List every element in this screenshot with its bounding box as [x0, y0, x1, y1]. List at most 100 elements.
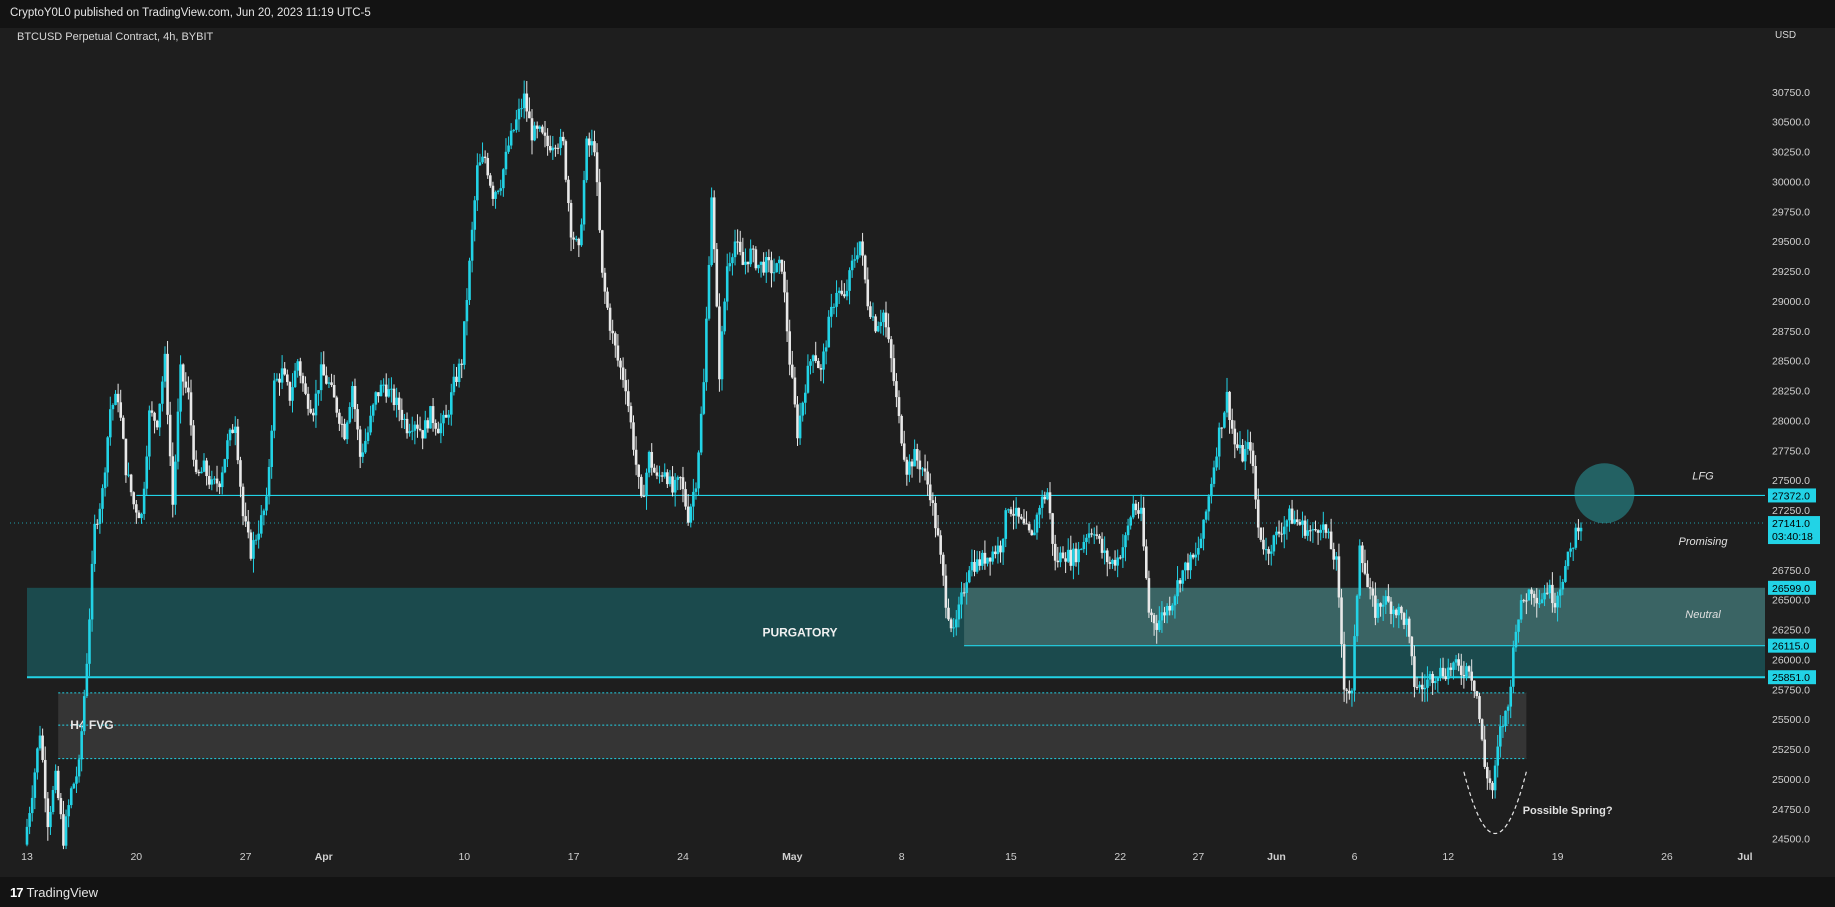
candle	[179, 355, 182, 424]
candle	[764, 251, 768, 283]
candle	[642, 484, 646, 498]
candle-body	[210, 479, 214, 485]
candle	[593, 130, 596, 157]
candle	[819, 364, 823, 382]
candle	[1121, 534, 1125, 568]
candle-body	[322, 364, 326, 376]
candle	[962, 583, 966, 597]
candle-body	[718, 306, 721, 380]
candle-body	[507, 145, 510, 152]
candle-body	[759, 261, 763, 265]
candle-body	[783, 271, 786, 293]
candle-body	[1389, 601, 1393, 614]
candle	[811, 354, 815, 373]
candle-body	[692, 491, 695, 507]
candle	[463, 321, 466, 370]
candle	[158, 403, 162, 436]
candle-body	[153, 412, 156, 421]
candle-body	[515, 119, 518, 130]
candle	[574, 235, 578, 242]
candle-body	[374, 392, 378, 405]
candle-body	[390, 388, 393, 390]
candle	[197, 469, 201, 477]
candle-body	[1295, 519, 1299, 523]
candle	[49, 805, 52, 835]
price-chart[interactable]: PURGATORY H4 FVG 30750.0 30500.0 30250.0 300…	[0, 28, 1835, 877]
candle-body	[392, 388, 396, 406]
candle	[220, 466, 224, 495]
candle-body	[749, 248, 752, 265]
candle	[491, 181, 495, 206]
candle-body	[236, 426, 240, 461]
candle	[1152, 612, 1156, 636]
candle-body	[887, 327, 890, 340]
candle	[1116, 549, 1119, 578]
candle	[1108, 556, 1112, 570]
candle-body	[876, 326, 880, 332]
candle-body	[1475, 691, 1479, 697]
candle	[986, 557, 989, 567]
candle-body	[790, 364, 794, 378]
time-tick-label: 26	[1661, 851, 1673, 863]
candle	[1150, 608, 1153, 623]
candle	[1415, 677, 1419, 690]
candle-body	[28, 813, 31, 827]
candle-body	[1225, 391, 1229, 413]
candle-body	[871, 316, 875, 318]
tradingview-brand[interactable]: 17 TradingView	[10, 885, 98, 900]
candle-body	[967, 570, 971, 583]
candle	[1165, 603, 1169, 624]
candle-body	[366, 432, 370, 441]
candle-body	[54, 770, 57, 790]
candle	[64, 809, 68, 850]
candle	[46, 792, 50, 841]
candle-body	[902, 443, 906, 460]
candle-body	[64, 816, 68, 846]
candle	[293, 362, 297, 388]
candle-body	[848, 270, 851, 291]
candle-body	[371, 404, 375, 416]
candle	[1215, 447, 1218, 471]
candle-body	[1439, 667, 1442, 678]
candle-body	[879, 322, 883, 327]
candle	[405, 412, 409, 439]
candle	[322, 351, 326, 376]
candle-body	[699, 413, 703, 453]
candle-body	[824, 347, 828, 352]
candle	[1243, 440, 1247, 471]
candle	[387, 378, 391, 398]
candle-body	[181, 364, 185, 382]
candle	[1204, 509, 1208, 523]
candle	[41, 728, 44, 763]
candle-body	[611, 330, 614, 334]
candle	[1530, 587, 1533, 605]
candle	[1306, 519, 1309, 541]
candle-body	[179, 364, 182, 412]
candle	[319, 352, 323, 401]
candle	[915, 443, 919, 469]
candle-body	[1056, 560, 1060, 563]
candle-body	[1353, 636, 1356, 691]
tradingview-logo-icon: 17	[10, 885, 24, 900]
time-tick-label: 12	[1442, 851, 1454, 863]
candle	[228, 428, 232, 447]
candle-body	[512, 129, 516, 131]
candle-body	[681, 477, 685, 490]
candle	[621, 357, 625, 388]
candle-body	[934, 503, 937, 529]
candle	[676, 475, 680, 491]
candle-body	[1538, 603, 1541, 605]
candle	[364, 428, 367, 454]
candle	[1111, 558, 1114, 569]
candle	[457, 358, 461, 388]
candle-body	[702, 382, 706, 414]
candle	[1452, 661, 1455, 680]
candle-body	[725, 266, 729, 302]
candle	[835, 280, 838, 318]
candle	[720, 325, 724, 391]
candle-body	[288, 382, 292, 401]
candle	[887, 313, 890, 343]
candle-body	[658, 475, 661, 477]
candle-body	[439, 423, 443, 434]
candle	[822, 343, 825, 384]
